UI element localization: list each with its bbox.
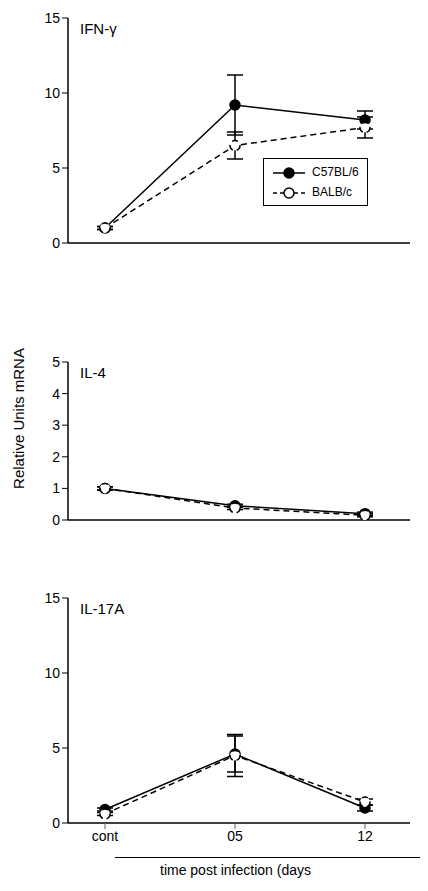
html-text:Relative Units mRNA: Relative Units mRNA xyxy=(9,348,27,489)
html-text:BALB/c: BALB/c xyxy=(312,185,352,199)
svg-text:10: 10 xyxy=(44,665,60,681)
svg-text:4: 4 xyxy=(52,386,60,402)
svg-text:0: 0 xyxy=(52,235,60,250)
svg-text:5: 5 xyxy=(52,160,60,176)
svg-text:15: 15 xyxy=(44,590,60,606)
svg-text:0: 0 xyxy=(52,815,60,831)
svg-text:2: 2 xyxy=(52,449,60,465)
html-text:IFN-γ: IFN-γ xyxy=(80,20,117,37)
svg-text:3: 3 xyxy=(52,417,60,433)
svg-text:5: 5 xyxy=(52,740,60,756)
svg-text:15: 15 xyxy=(44,10,60,26)
svg-text:10: 10 xyxy=(44,85,60,101)
html-text:C57BL/6: C57BL/6 xyxy=(312,165,359,179)
html-text:IL-17A: IL-17A xyxy=(80,600,125,617)
svg-text:05: 05 xyxy=(227,828,243,844)
svg-text:0: 0 xyxy=(52,512,60,528)
svg-text:1: 1 xyxy=(52,480,60,496)
html-text:IL-4: IL-4 xyxy=(80,364,106,381)
svg-text:5: 5 xyxy=(52,354,60,370)
svg-text:12: 12 xyxy=(357,828,373,844)
html-text:time post infection (days: time post infection (days xyxy=(160,862,311,878)
svg-text:cont: cont xyxy=(92,828,119,844)
